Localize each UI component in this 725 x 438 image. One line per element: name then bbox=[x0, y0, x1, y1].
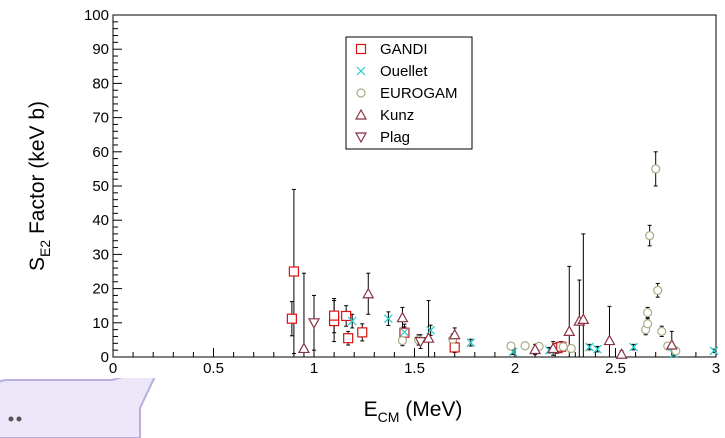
marker-x-stroke bbox=[426, 325, 436, 335]
speech-bubble-decoration bbox=[0, 378, 156, 438]
marker-x-stroke bbox=[508, 347, 518, 357]
x-tick-label: 1 bbox=[310, 360, 318, 377]
axes: 0 10 20 30 40 50 60 70 80 90 100 0 0.5 1 1.5 2 2.5 3 bbox=[84, 7, 720, 377]
data-point-gandi bbox=[357, 327, 368, 338]
y-tick-label: 70 bbox=[92, 110, 109, 127]
speech-bubble-dot bbox=[16, 416, 22, 422]
y-tick-label: 10 bbox=[92, 315, 109, 332]
speech-bubble-dot bbox=[8, 416, 14, 422]
legend-label-ouellet: Ouellet bbox=[380, 63, 428, 80]
y-axis-title-rest: Factor (keV b) bbox=[26, 101, 49, 240]
data-point-ouellet bbox=[347, 316, 357, 326]
y-tick-label: 80 bbox=[92, 75, 109, 92]
data-point-gandi bbox=[286, 313, 297, 324]
data-point-kunz bbox=[615, 348, 628, 359]
markers bbox=[286, 164, 719, 359]
data-point-ouellet bbox=[592, 344, 602, 354]
data-point-gandi bbox=[288, 266, 299, 277]
x-tick-label: 1.5 bbox=[404, 360, 425, 377]
x-axis-title-sub: CM bbox=[378, 409, 400, 423]
y-tick-label: 50 bbox=[92, 178, 109, 195]
data-point-gandi bbox=[329, 310, 340, 321]
data-point-ouellet bbox=[383, 314, 393, 324]
chart: 0 10 20 30 40 50 60 70 80 90 100 0 0.5 1 1.5 2 2.5 3 SE2 … bbox=[26, 7, 720, 423]
y-tick-label: 40 bbox=[92, 212, 109, 229]
legend-label-eurogam: EUROGAM bbox=[380, 85, 458, 102]
x-tick-label: 0 bbox=[109, 360, 117, 377]
legend-label-gandi: GANDI bbox=[380, 41, 428, 58]
data-point-gandi bbox=[343, 333, 354, 344]
legend-marker-ouellet bbox=[356, 66, 366, 76]
marker-x-stroke bbox=[629, 342, 639, 352]
y-tick-label: 90 bbox=[92, 41, 109, 58]
legend-label-kunz: Kunz bbox=[380, 107, 414, 124]
marker-x-stroke bbox=[383, 314, 393, 324]
y-tick-label: 60 bbox=[92, 144, 109, 161]
legend-box bbox=[345, 36, 473, 150]
x-axis-title-main: E bbox=[364, 398, 378, 421]
data-point-kunz bbox=[563, 325, 576, 336]
data-point-kunz bbox=[547, 342, 560, 354]
marker-x-stroke bbox=[400, 327, 409, 337]
y-axis-title-sub: E2 bbox=[37, 240, 53, 257]
data-point-eurogam bbox=[651, 164, 661, 174]
data-point-eurogam bbox=[506, 341, 516, 351]
data-point-gandi bbox=[449, 342, 460, 353]
data-point-eurogam bbox=[397, 335, 408, 346]
data-point-eurogam bbox=[558, 342, 568, 352]
legend-marker-kunz bbox=[354, 108, 368, 120]
data-point-eurogam bbox=[653, 285, 663, 295]
x-tick-label: 0.5 bbox=[203, 360, 224, 377]
data-point-ouellet bbox=[426, 325, 436, 335]
speech-bubble-shape bbox=[0, 378, 156, 438]
x-axis-title: ECM (MeV) bbox=[364, 398, 463, 423]
data-point-kunz bbox=[396, 311, 409, 323]
data-point-gandi bbox=[341, 310, 352, 322]
data-point-kunz bbox=[362, 287, 375, 299]
x-tick-label: 3 bbox=[712, 360, 720, 377]
data-point-ouellet bbox=[584, 342, 594, 352]
data-point-eurogam bbox=[645, 230, 655, 241]
data-point-eurogam bbox=[643, 319, 653, 329]
data-point-plag bbox=[414, 337, 427, 348]
marker-x-stroke bbox=[466, 338, 476, 348]
error-bars bbox=[289, 151, 716, 358]
legend: GANDI Ouellet EUROGAM Kunz Plag bbox=[345, 36, 473, 150]
data-point-kunz bbox=[448, 328, 461, 340]
legend-marker-gandi bbox=[355, 43, 367, 55]
data-point-plag bbox=[307, 318, 321, 330]
y-tick-label: 0 bbox=[101, 349, 109, 366]
y-tick-label: 100 bbox=[84, 7, 109, 24]
data-point-kunz bbox=[603, 334, 616, 346]
data-point-ouellet bbox=[709, 346, 719, 356]
data-point-ouellet bbox=[466, 338, 476, 348]
marker-x-stroke bbox=[709, 346, 719, 356]
x-tick-label: 2 bbox=[511, 360, 519, 377]
data-point-kunz bbox=[577, 313, 590, 324]
x-tick-label: 2.5 bbox=[605, 360, 626, 377]
data-point-eurogam bbox=[520, 341, 530, 351]
marker-x-stroke bbox=[584, 342, 594, 352]
data-point-kunz bbox=[665, 338, 678, 350]
legend-marker-eurogam bbox=[356, 88, 366, 98]
data-point-ouellet bbox=[629, 342, 639, 352]
data-point-eurogam bbox=[566, 343, 576, 354]
legend-marker-plag bbox=[354, 132, 368, 144]
y-axis-title-main: S bbox=[26, 257, 49, 271]
data-point-eurogam bbox=[643, 307, 653, 318]
data-point-kunz bbox=[529, 343, 542, 355]
x-axis-title-rest: (MeV) bbox=[399, 398, 462, 421]
marker-x-stroke bbox=[347, 316, 357, 326]
marker-x-stroke bbox=[356, 66, 366, 76]
marker-x-stroke bbox=[592, 344, 602, 354]
y-tick-label: 30 bbox=[92, 246, 109, 263]
y-tick-label: 20 bbox=[92, 281, 109, 298]
legend-label-plag: Plag bbox=[380, 129, 410, 146]
data-point-kunz bbox=[297, 342, 310, 354]
y-axis-title: SE2 Factor (keV b) bbox=[26, 101, 53, 271]
data-point-eurogam bbox=[657, 326, 667, 336]
data-point-ouellet bbox=[400, 327, 409, 337]
